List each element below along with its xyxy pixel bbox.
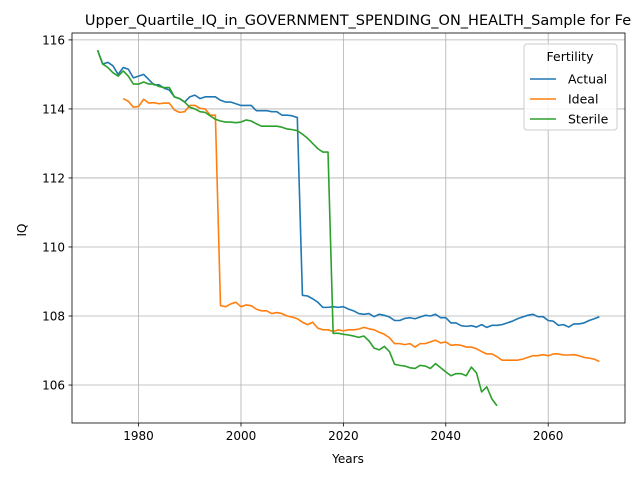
y-axis-ticks: 106 108 110 112 114 116 — [42, 33, 72, 393]
x-axis-ticks: 1980 2000 2020 2040 2060 — [123, 423, 563, 443]
x-tick-label: 2040 — [431, 429, 462, 443]
x-tick-label: 2000 — [226, 429, 257, 443]
y-tick-label: 112 — [42, 171, 65, 185]
y-tick-label: 108 — [42, 310, 65, 324]
series-line-sterile — [96, 49, 498, 407]
legend-items: Actual Ideal Sterile — [530, 72, 609, 127]
series-lines — [96, 49, 600, 407]
legend-label-actual: Actual — [568, 72, 607, 87]
y-tick-label: 116 — [42, 33, 65, 47]
legend-label-sterile: Sterile — [568, 112, 609, 127]
y-axis-label: IQ — [15, 224, 29, 237]
legend-title: Fertility — [547, 49, 595, 64]
legend-box — [523, 43, 618, 131]
x-tick-label: 2020 — [328, 429, 359, 443]
y-tick-label: 114 — [42, 102, 65, 116]
legend: Fertility Actual Ideal Sterile — [523, 43, 618, 131]
x-tick-label: 2060 — [533, 429, 564, 443]
series-line-ideal — [122, 97, 600, 363]
y-tick-label: 110 — [42, 240, 65, 254]
x-axis-label: Years — [331, 452, 364, 466]
legend-label-ideal: Ideal — [568, 92, 598, 107]
chart-title: Upper_Quartile_IQ_in_GOVERNMENT_SPENDING… — [85, 13, 631, 29]
y-tick-label: 106 — [42, 379, 65, 393]
plot-frame — [71, 32, 626, 424]
x-tick-label: 1980 — [123, 429, 154, 443]
